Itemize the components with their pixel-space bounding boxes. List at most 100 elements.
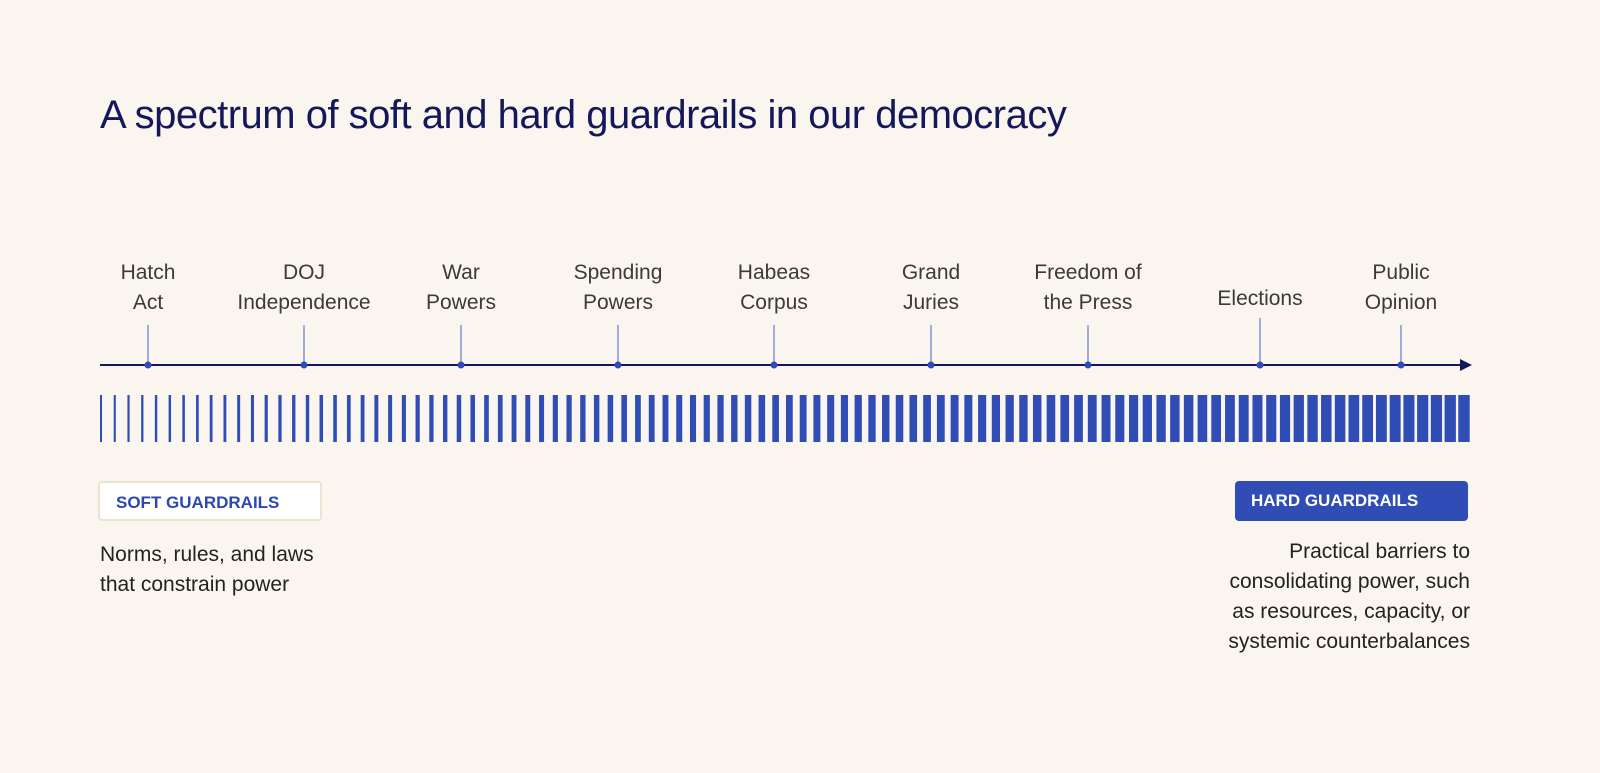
spectrum-item-label: War Powers xyxy=(361,258,561,318)
spectrum-bar xyxy=(429,395,434,442)
spectrum-bar xyxy=(360,395,365,442)
spectrum-bar xyxy=(936,395,945,442)
label-line: Opinion xyxy=(1364,291,1438,314)
desc-line: Norms, rules, and laws xyxy=(100,543,314,566)
tick-dot xyxy=(1256,361,1264,369)
spectrum-item-label: Public Opinion xyxy=(1301,258,1501,318)
spectrum-bar xyxy=(1307,395,1318,442)
spectrum-bar xyxy=(882,395,890,442)
soft-guardrails-description: Norms, rules, and laws that constrain po… xyxy=(100,540,314,600)
spectrum-bar xyxy=(374,395,379,442)
tick-dot xyxy=(300,361,308,369)
spectrum-item-label: Freedom of the Press xyxy=(988,258,1188,318)
label-line: Independence xyxy=(237,291,371,314)
spectrum-bar xyxy=(292,395,296,442)
spectrum-bar xyxy=(511,395,517,442)
label-line: Hatch xyxy=(120,261,176,284)
spectrum-bar xyxy=(813,395,821,442)
spectrum-bar xyxy=(621,395,627,442)
spectrum-bar xyxy=(182,395,185,442)
spectrum-bar xyxy=(593,395,600,442)
label-line: War xyxy=(442,261,480,284)
desc-line: systemic counterbalances xyxy=(1228,630,1470,653)
desc-line: as resources, capacity, or xyxy=(1232,600,1470,623)
spectrum-bar xyxy=(141,395,144,442)
spectrum-bar xyxy=(1417,395,1429,442)
spectrum-bar xyxy=(1458,395,1470,442)
label-line: Corpus xyxy=(740,291,808,314)
spectrum-bar xyxy=(1129,395,1139,442)
spectrum-bar xyxy=(470,395,476,442)
spectrum-bar xyxy=(744,395,752,442)
spectrum-bar xyxy=(154,395,158,442)
label-line: Spending xyxy=(573,261,663,284)
spectrum-bar xyxy=(1334,395,1346,442)
spectrum-bar xyxy=(1444,395,1456,442)
spectrum-bar xyxy=(1362,395,1373,442)
label-line: Juries xyxy=(902,291,960,314)
spectrum-bar xyxy=(772,395,779,442)
spectrum-bar xyxy=(676,395,683,442)
spectrum-bar xyxy=(566,395,572,442)
spectrum-bar xyxy=(854,395,862,442)
spectrum-bar xyxy=(1183,395,1194,442)
spectrum-bar xyxy=(1060,395,1070,442)
spectrum-bar xyxy=(1252,395,1263,442)
tick-dot xyxy=(770,361,778,369)
spectrum-bar xyxy=(1266,395,1277,442)
spectrum-bar xyxy=(100,395,102,442)
hard-guardrails-badge: HARD GUARDRAILS xyxy=(1235,481,1468,521)
spectrum-bar xyxy=(1293,395,1304,442)
spectrum-bar xyxy=(1032,395,1042,442)
spectrum-bar xyxy=(978,395,987,442)
spectrum-bar xyxy=(415,395,420,442)
desc-line: Practical barriers to xyxy=(1289,540,1470,563)
spectrum-bar xyxy=(250,395,254,442)
spectrum-bar xyxy=(319,395,324,442)
spectrum-bar xyxy=(1074,395,1083,442)
spectrum-bar xyxy=(264,395,268,442)
spectrum-bar xyxy=(1238,395,1249,442)
spectrum-bar xyxy=(895,395,904,442)
spectrum-bar xyxy=(991,395,1000,442)
spectrum-bar xyxy=(333,395,337,442)
spectrum-bar xyxy=(1348,395,1360,442)
spectrum-bar xyxy=(758,395,766,442)
spectrum-bar xyxy=(635,395,641,442)
spectrum-bar xyxy=(525,395,531,442)
spectrum-bar xyxy=(346,395,351,442)
spectrum-bar xyxy=(950,395,959,442)
spectrum-bar xyxy=(278,395,282,442)
label-line: Powers xyxy=(582,291,654,314)
spectrum-bar xyxy=(1430,395,1443,442)
spectrum-bar xyxy=(127,395,130,442)
spectrum-bar xyxy=(196,395,199,442)
spectrum-item-label: Elections xyxy=(1160,284,1360,314)
spectrum-bar xyxy=(868,395,876,442)
spectrum-bar xyxy=(703,395,710,442)
spectrum-item-label: Grand Juries xyxy=(831,258,1031,318)
spectrum-bar xyxy=(1101,395,1111,442)
spectrum-bar xyxy=(1115,395,1125,442)
spectrum-bar xyxy=(1156,395,1166,442)
label-line: Grand xyxy=(901,261,961,284)
spectrum-item-label: Spending Powers xyxy=(518,258,718,318)
spectrum-bar xyxy=(1225,395,1235,442)
spectrum-bar xyxy=(1197,395,1208,442)
spectrum-bar xyxy=(1375,395,1387,442)
spectrum-bar xyxy=(168,395,172,442)
spectrum-bar xyxy=(827,395,835,442)
spectrum-bar xyxy=(607,395,614,442)
spectrum-bar xyxy=(786,395,793,442)
spectrum-bar xyxy=(113,395,116,442)
spectrum-bar xyxy=(580,395,586,442)
tick-dot xyxy=(1084,361,1092,369)
spectrum-bar xyxy=(443,395,448,442)
tick-dot xyxy=(144,361,152,369)
spectrum-bar xyxy=(1170,395,1180,442)
spectrum-bar xyxy=(840,395,849,442)
spectrum-bar xyxy=(1005,395,1014,442)
spectrum-item-label: DOJ Independence xyxy=(204,258,404,318)
spectrum-bar xyxy=(1046,395,1056,442)
